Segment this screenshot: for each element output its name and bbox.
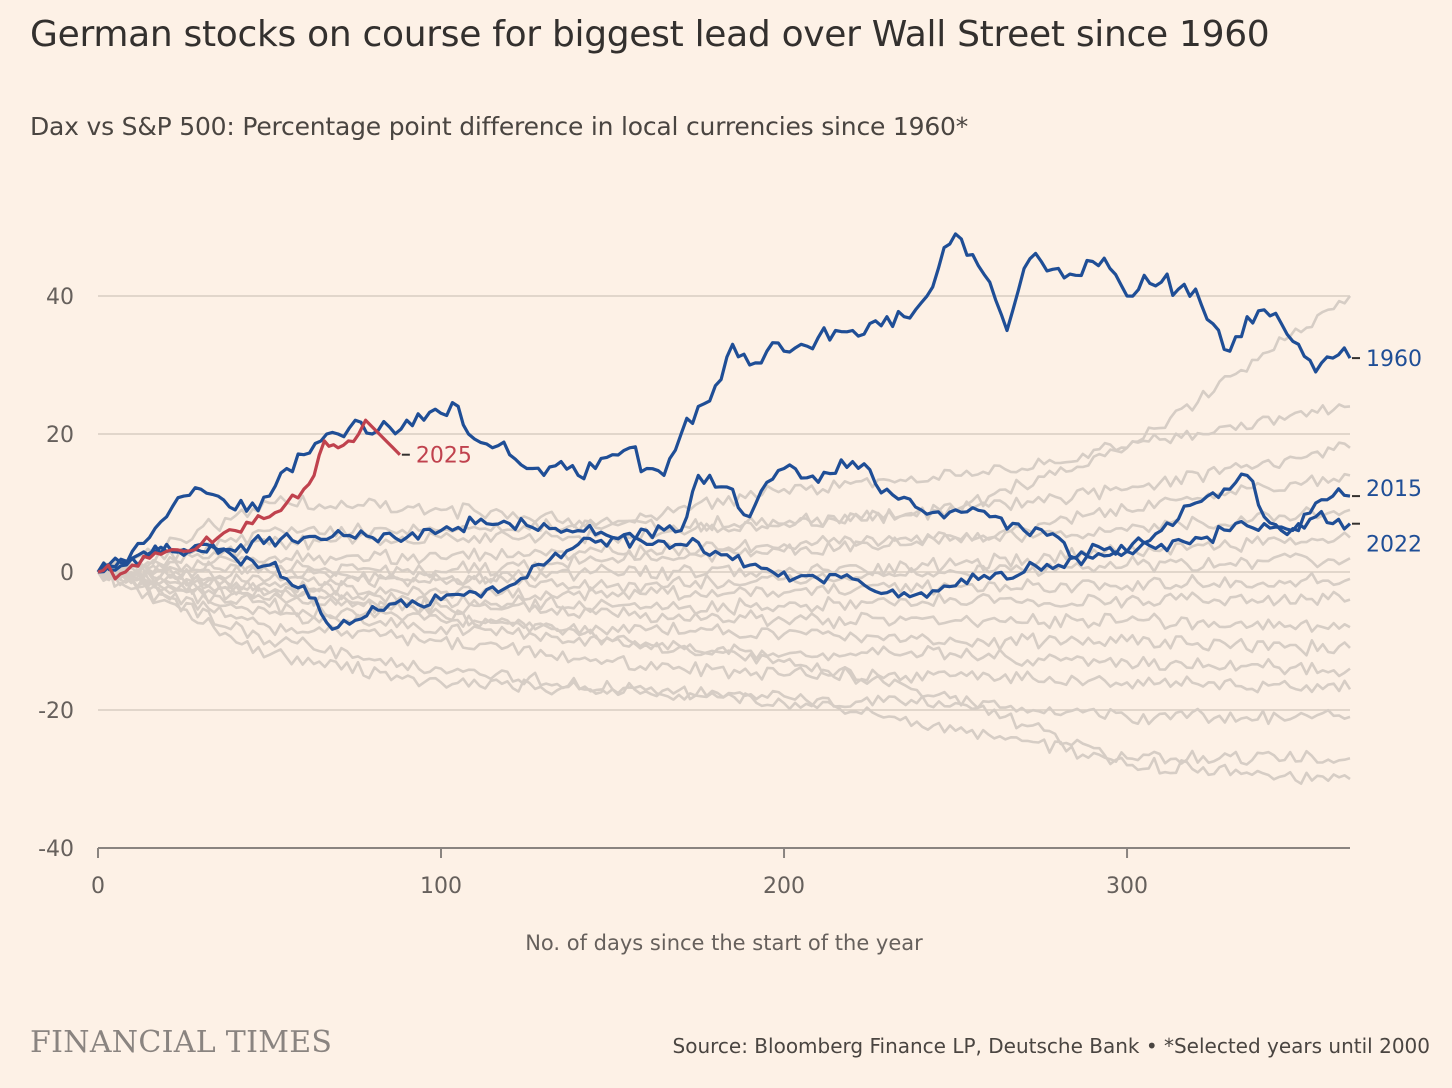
chart-grid — [98, 295, 1350, 849]
series-line-other-year — [97, 570, 1351, 657]
series-label-1960: 1960 — [1366, 347, 1422, 372]
y-tick-label: 20 — [46, 423, 74, 448]
x-tick-label: 200 — [763, 874, 805, 899]
ft-brand-wordmark: FINANCIAL TIMES — [30, 1025, 333, 1060]
source-note: Source: Bloomberg Finance LP, Deutsche B… — [672, 1034, 1430, 1058]
x-tick-label: 0 — [91, 874, 105, 899]
x-axis-label: No. of days since the start of the year — [525, 931, 923, 955]
chart-subtitle: Dax vs S&P 500: Percentage point differe… — [30, 112, 969, 141]
series-label-2025: 2025 — [416, 444, 472, 469]
y-tick-label: 40 — [46, 285, 74, 310]
series-line-other-year — [97, 403, 1351, 574]
series-line-2025 — [97, 418, 402, 581]
y-tick-label: -40 — [38, 837, 74, 862]
series-line-other-year — [97, 565, 1351, 602]
series-line-other-year — [96, 441, 1351, 574]
y-tick-label: 0 — [60, 561, 74, 586]
series-line-other-year — [97, 531, 1351, 586]
series-label-2022: 2022 — [1366, 533, 1422, 558]
series-line-other-year — [97, 472, 1351, 575]
highlighted-year-lines — [96, 232, 1352, 631]
chart-title: German stocks on course for biggest lead… — [30, 14, 1270, 55]
series-label-2015: 2015 — [1366, 477, 1422, 502]
series-line-other-year — [97, 566, 1351, 633]
line-end-labels: 1960 2015 2022 2025 — [401, 347, 1422, 558]
x-tick-label: 300 — [1106, 874, 1148, 899]
series-line-1960 — [96, 232, 1352, 574]
series-line-2022 — [97, 510, 1352, 599]
series-line-other-year — [97, 552, 1351, 594]
series-line-2015 — [96, 458, 1351, 631]
series-line-other-year — [97, 567, 1351, 766]
series-line-other-year — [97, 295, 1352, 575]
x-tick-label: 100 — [420, 874, 462, 899]
y-tick-label: -20 — [38, 699, 74, 724]
series-line-other-year — [97, 568, 1352, 694]
series-line-other-year — [97, 506, 1351, 579]
